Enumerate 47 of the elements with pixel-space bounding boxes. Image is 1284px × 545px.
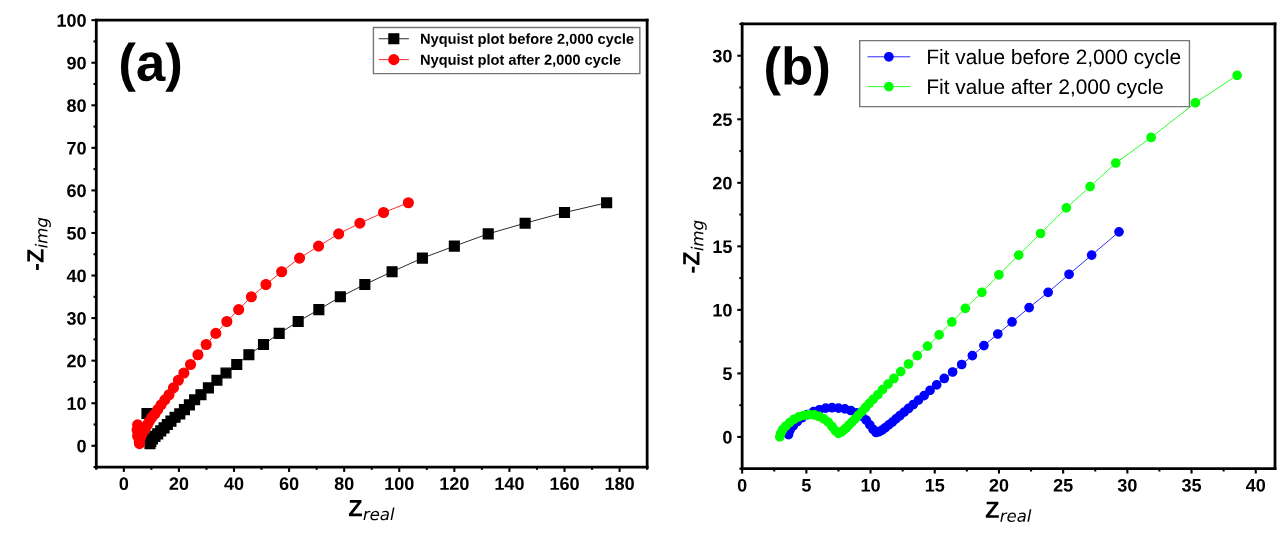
legend-label: Fit value before 2,000 cycle <box>928 48 1181 69</box>
x-tick-label: 10 <box>861 478 880 492</box>
legend-label: Nyquist plot after 2,000 cycle <box>421 54 621 68</box>
y-tick-label: 0 <box>723 430 732 444</box>
x-tick-label: 80 <box>334 477 354 491</box>
x-tick-label: 140 <box>495 477 524 491</box>
annotation: (b) <box>766 46 829 96</box>
x-tick-label: 5 <box>801 479 811 492</box>
y-axis-title: -Z$_{img}$ <box>27 217 51 270</box>
x-axis-title: Z$_{real}$ <box>985 501 1032 522</box>
x-tick-label: 35 <box>1181 478 1202 492</box>
y-tick-label: 60 <box>67 184 86 198</box>
y-tick-label: 40 <box>66 269 86 283</box>
annotation: (a) <box>120 42 181 92</box>
y-tick-label: 80 <box>67 99 86 113</box>
y-tick-label: 20 <box>712 176 732 190</box>
y-tick-label: 50 <box>67 226 86 240</box>
y-tick-label: 90 <box>67 56 86 70</box>
x-tick-label: 25 <box>1053 478 1073 492</box>
y-tick-label: 0 <box>77 439 86 453</box>
x-tick-label: 160 <box>550 477 579 491</box>
x-tick-label: 30 <box>1117 478 1137 492</box>
y-tick-label: 10 <box>713 303 732 317</box>
x-tick-label: 100 <box>385 477 414 491</box>
y-tick-label: 70 <box>67 141 86 155</box>
y-tick-label: 100 <box>57 14 86 27</box>
y-axis-title: -Z$_{img}$ <box>683 220 707 273</box>
y-tick-label: 30 <box>66 312 86 325</box>
x-tick-label: 40 <box>224 477 244 491</box>
x-tick-label: 20 <box>989 478 1009 492</box>
x-tick-label: 0 <box>119 477 129 491</box>
y-tick-label: 10 <box>67 397 86 410</box>
x-tick-label: 20 <box>169 477 189 491</box>
legend-label: Fit value after 2,000 cycle <box>928 78 1163 99</box>
x-axis-title: Z$_{real}$ <box>348 499 395 521</box>
y-tick-label: 15 <box>713 240 732 254</box>
x-tick-label: 15 <box>925 479 945 492</box>
x-tick-label: 180 <box>605 477 634 491</box>
x-tick-label: 40 <box>1245 478 1266 492</box>
x-tick-label: 120 <box>440 477 469 491</box>
y-tick-label: 30 <box>712 49 732 63</box>
y-tick-label: 5 <box>722 367 732 381</box>
x-tick-label: 60 <box>279 477 299 491</box>
x-tick-label: 0 <box>737 478 747 492</box>
y-tick-label: 25 <box>712 113 732 126</box>
y-tick-label: 20 <box>67 354 86 368</box>
legend-label: Nyquist plot before 2,000 cycle <box>421 33 634 47</box>
